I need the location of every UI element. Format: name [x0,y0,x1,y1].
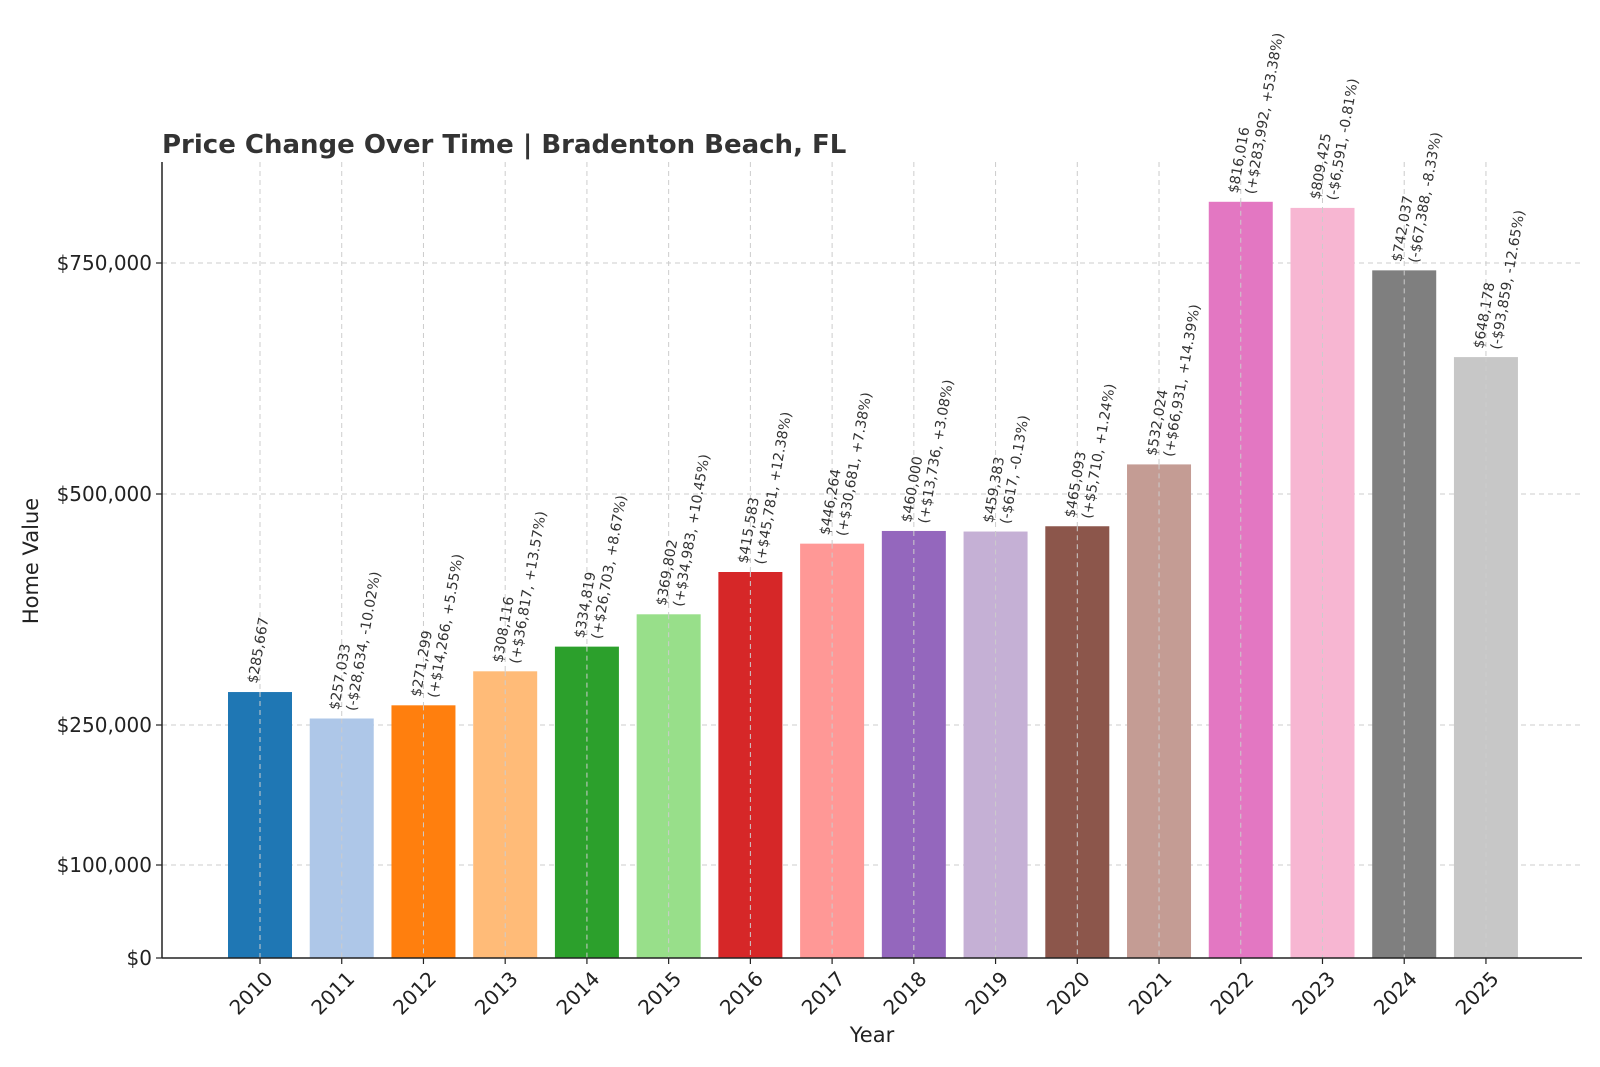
value-label-2010: $285,667 [245,616,272,685]
grid-lines [162,162,1582,958]
change-label-2021: (+$66,931, +14.39%) [1161,303,1204,458]
x-tick-labels: 2010 2011 2012 2013 2014 2015 2016 2017 2018 2019… [225,958,1504,1020]
y-tick-label: $750,000 [57,251,152,275]
change-label-2013: (+$36,817, +13.57%) [507,510,550,665]
change-label-2015: (+$34,983, +10.45%) [671,453,714,608]
y-tick-label: $250,000 [57,713,152,737]
x-tick-label-2011: 2011 [306,967,359,1020]
bars [228,201,1518,959]
x-tick-label-2017: 2017 [797,967,850,1020]
x-tick-label-2016: 2016 [715,967,768,1020]
x-tick-label-2013: 2013 [470,967,523,1020]
x-tick-label-2020: 2020 [1042,967,1095,1020]
change-label-2017: (+$30,681, +7.38%) [834,391,875,537]
y-tick-labels: $0 $100,000 $250,000 $500,000 $750,000 [57,251,162,970]
x-tick-label-2010: 2010 [225,967,278,1020]
y-tick-label: $500,000 [57,482,152,506]
x-tick-label-2012: 2012 [388,967,441,1020]
change-label-2014: (+$26,703, +8.67%) [589,494,630,640]
x-tick-label-2015: 2015 [633,967,686,1020]
chart-title: Price Change Over Time | Bradenton Beach… [162,130,846,160]
change-label-2020: (+$5,710, +1.24%) [1079,382,1119,519]
x-axis-label: Year [849,1023,895,1047]
x-tick-label-2022: 2022 [1205,967,1258,1020]
x-tick-label-2024: 2024 [1369,967,1422,1020]
x-tick-label-2018: 2018 [878,967,931,1020]
bar-2020 [1045,526,1110,958]
y-axis-label: Home Value [19,498,43,624]
x-tick-label-2019: 2019 [960,967,1013,1020]
x-tick-label-2023: 2023 [1287,967,1340,1020]
y-tick-label: $0 [127,946,152,970]
axes [161,162,1582,959]
change-label-2022: (+$283,992, +53.38%) [1243,32,1287,196]
y-tick-label: $100,000 [57,853,152,877]
change-label-2011: (-$28,634, -10.02%) [344,570,384,712]
x-tick-label-2021: 2021 [1124,967,1177,1020]
change-label-2016: (+$45,781, +12.38%) [753,411,796,566]
x-tick-label-2014: 2014 [551,967,604,1020]
change-label-2025: (-$93,859, -12.65%) [1488,209,1528,351]
x-tick-label-2025: 2025 [1451,967,1504,1020]
bar-2010 [228,692,292,958]
change-label-2012: (+$14,266, +5.55%) [426,553,467,699]
change-label-2018: (+$13,736, +3.08%) [916,378,957,524]
